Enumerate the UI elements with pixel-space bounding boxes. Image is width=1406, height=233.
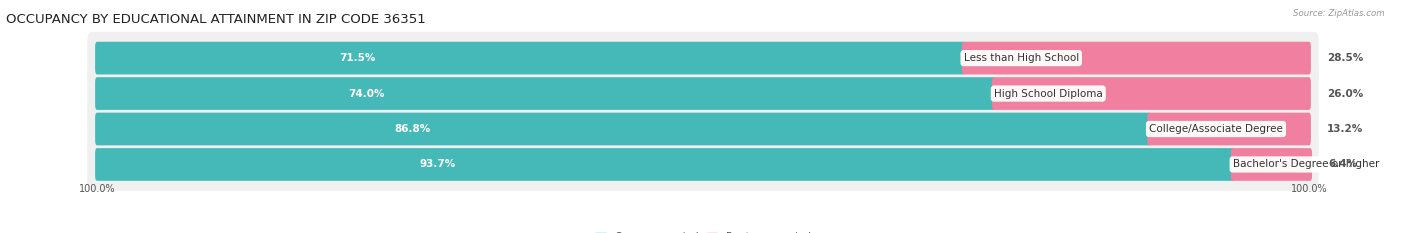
Text: High School Diploma: High School Diploma [994,89,1102,99]
Text: 86.8%: 86.8% [395,124,430,134]
FancyBboxPatch shape [96,148,1234,181]
Text: 100.0%: 100.0% [79,184,115,194]
Text: Bachelor's Degree or higher: Bachelor's Degree or higher [1233,159,1379,169]
Text: 100.0%: 100.0% [1291,184,1327,194]
Text: 13.2%: 13.2% [1327,124,1364,134]
Text: Less than High School: Less than High School [963,53,1078,63]
Text: College/Associate Degree: College/Associate Degree [1149,124,1282,134]
Legend: Owner-occupied, Renter-occupied: Owner-occupied, Renter-occupied [591,228,815,233]
FancyBboxPatch shape [96,77,995,110]
FancyBboxPatch shape [993,77,1310,110]
Text: 6.4%: 6.4% [1329,159,1358,169]
FancyBboxPatch shape [96,77,1310,110]
Text: OCCUPANCY BY EDUCATIONAL ATTAINMENT IN ZIP CODE 36351: OCCUPANCY BY EDUCATIONAL ATTAINMENT IN Z… [6,13,426,26]
FancyBboxPatch shape [96,113,1310,145]
Text: Source: ZipAtlas.com: Source: ZipAtlas.com [1294,9,1385,18]
FancyBboxPatch shape [1147,113,1310,145]
FancyBboxPatch shape [96,42,1310,74]
FancyBboxPatch shape [87,32,1319,84]
FancyBboxPatch shape [962,42,1310,74]
FancyBboxPatch shape [96,148,1310,181]
Text: 74.0%: 74.0% [347,89,384,99]
FancyBboxPatch shape [87,67,1319,120]
Text: 71.5%: 71.5% [339,53,375,63]
FancyBboxPatch shape [96,113,1152,145]
FancyBboxPatch shape [87,138,1319,191]
FancyBboxPatch shape [87,103,1319,155]
FancyBboxPatch shape [1230,148,1312,181]
Text: 93.7%: 93.7% [419,159,456,169]
Text: 28.5%: 28.5% [1327,53,1364,63]
Text: 26.0%: 26.0% [1327,89,1364,99]
FancyBboxPatch shape [96,42,966,74]
